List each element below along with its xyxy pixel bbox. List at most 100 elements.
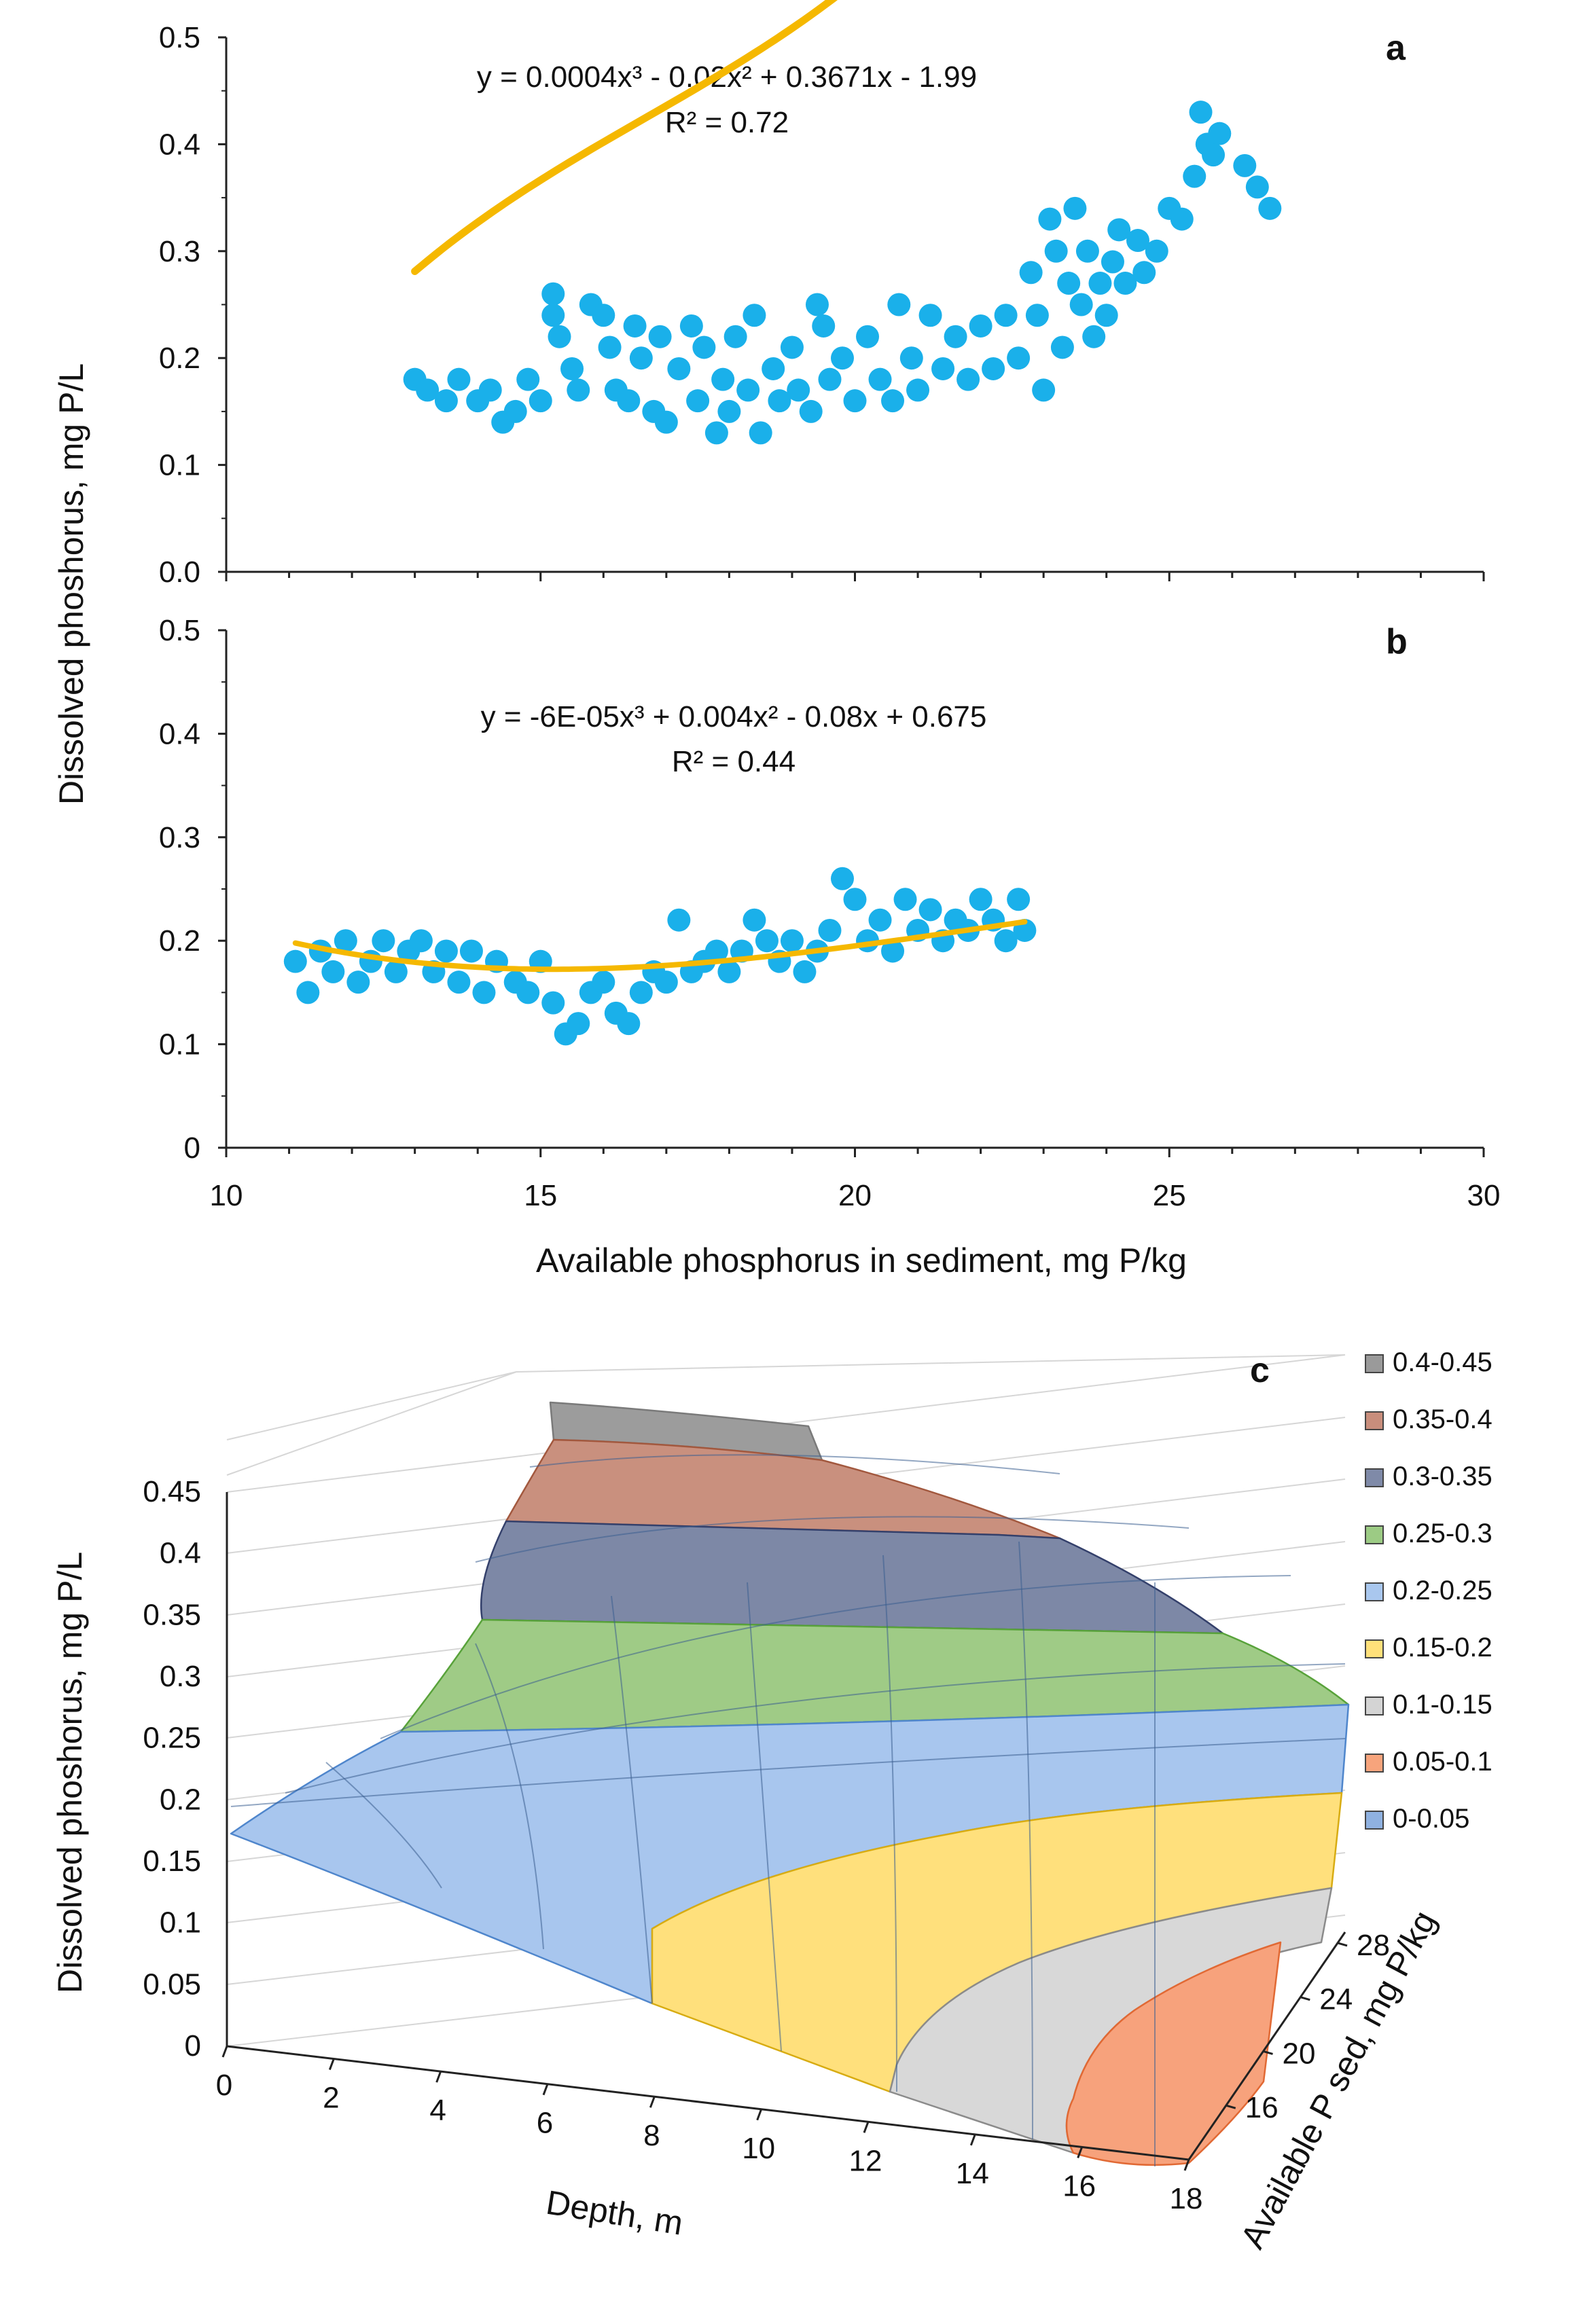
panel-a-label: a: [1386, 29, 1406, 68]
panel-a-point: [1113, 272, 1137, 295]
legend-label: 0.15-0.2: [1393, 1633, 1492, 1663]
panel-a-point: [648, 325, 672, 348]
panel-b-point: [793, 960, 817, 983]
panel-c-z-tick-label: 0: [185, 2029, 201, 2063]
panel-a-point: [1101, 250, 1124, 274]
panel-c-x-tick: [863, 2121, 870, 2133]
panel-b-point: [1007, 888, 1031, 911]
panel-a-point: [686, 389, 710, 413]
panel-b-point: [704, 939, 728, 963]
surface-mesh: [230, 1454, 1346, 2166]
panel-c-y-tick: [1337, 1942, 1348, 1947]
panel-a-point: [1063, 196, 1087, 220]
panel-a-point: [787, 378, 810, 402]
panel-a-point: [1202, 143, 1226, 167]
panel-c-z-tick-label: 0.2: [160, 1783, 201, 1816]
legend-swatch: [1365, 1411, 1384, 1430]
panel-a-point: [812, 314, 836, 338]
panel-a-point: [899, 346, 923, 370]
panel-a-point: [667, 357, 691, 380]
panel-b-points: [283, 867, 1037, 1046]
panel-a-point: [843, 389, 867, 413]
panel-a-point: [1126, 229, 1149, 253]
panel-b-point: [346, 970, 370, 994]
panel-a-point: [1019, 261, 1043, 285]
panel-b-point: [868, 908, 892, 932]
legend-label: 0.2-0.25: [1393, 1576, 1492, 1605]
panel-a-point: [887, 293, 911, 316]
panel-a-y-tick-label: 0.1: [159, 449, 200, 482]
panel-c-y-tick: [1226, 2104, 1236, 2109]
panel-a-point: [1088, 272, 1112, 295]
panel-a-point: [762, 357, 785, 380]
panel-b-point: [472, 981, 496, 1004]
panel-a-point: [679, 314, 703, 338]
legend-swatch: [1365, 1639, 1384, 1658]
panel-b-point: [459, 939, 483, 963]
panel-b-y-tick-label: 0.2: [159, 924, 200, 958]
panel-c-z-tick-label: 0.25: [143, 1722, 201, 1755]
panel-b-point: [617, 1012, 641, 1036]
panel-b-x-tick-label: 20: [838, 1179, 872, 1212]
panel-b-trend-line: [292, 919, 1028, 973]
panel-a-point: [768, 389, 791, 413]
panel-a-point: [918, 304, 942, 327]
panel-b-y-tick-label: 0.5: [159, 614, 200, 647]
panel-a-point: [623, 314, 647, 338]
panel-a-point: [881, 389, 905, 413]
panel-a-point: [1258, 196, 1282, 220]
panel-c-x-tick: [1183, 2159, 1190, 2171]
panel-a-point: [743, 304, 766, 327]
panel-a-point: [447, 367, 471, 391]
legend-label: 0.4-0.45: [1393, 1347, 1492, 1377]
panel-a-point: [1233, 153, 1257, 177]
panel-a-point: [1145, 239, 1168, 263]
panel-c-x-tick-label: 4: [429, 2094, 446, 2127]
panel-c-x-tick: [221, 2046, 228, 2058]
panel-a-point: [434, 389, 458, 413]
panel-b-x-tick-label: 15: [524, 1179, 557, 1212]
panel-a-point: [416, 378, 440, 402]
panel-a-trend-line: [411, 0, 838, 275]
panel-c-surface: [230, 1401, 1350, 2166]
panel-a-point: [1050, 335, 1074, 359]
legend-swatch: [1365, 1754, 1384, 1773]
panel-b-point: [994, 929, 1018, 953]
panel-a-point: [1007, 346, 1031, 370]
panel-c-x-tick: [542, 2084, 549, 2096]
panel-a-point: [541, 282, 565, 306]
panel-a-point: [805, 293, 829, 316]
panel-a-point: [1075, 239, 1099, 263]
legend-swatch: [1365, 1696, 1384, 1715]
panel-c-x-tick: [969, 2134, 976, 2146]
panel-b: b y = -6E-05x³ + 0.004x² - 0.08x + 0.675…: [159, 614, 1501, 1212]
panel-c-y-tick: [1300, 1996, 1310, 2001]
panel-a-point: [704, 421, 728, 445]
panel-a-y-tick-label: 0.2: [159, 342, 200, 375]
panel-a-point: [1132, 261, 1156, 285]
panel-b-point: [384, 960, 408, 983]
panel-a-point: [830, 346, 854, 370]
panel-a-r2: R² = 0.72: [665, 106, 789, 139]
panel-a-point: [1170, 207, 1194, 231]
panel-b-point: [541, 991, 565, 1015]
panel-b-point: [447, 970, 471, 994]
panel-c-z-tick-label: 0.45: [143, 1475, 201, 1508]
legend-label: 0.3-0.35: [1393, 1461, 1492, 1491]
panel-c-x-tick-label: 0: [216, 2069, 232, 2102]
panel-c-y-tick-label: 20: [1283, 2037, 1316, 2070]
panel-c-z-tick-label: 0.3: [160, 1660, 201, 1693]
panel-a-point: [1107, 218, 1131, 242]
panel-a-equation: y = 0.0004x³ - 0.02x² + 0.3671x - 1.99: [477, 60, 977, 94]
panel-c-x-tick-label: 14: [956, 2157, 989, 2190]
panel-b-equation: y = -6E-05x³ + 0.004x² - 0.08x + 0.675: [481, 700, 987, 733]
panel-b-point: [743, 908, 766, 932]
panel-a-point: [692, 335, 716, 359]
panel-c-z-tick-label: 0.1: [160, 1906, 201, 1940]
panel-b-point: [283, 949, 307, 973]
panel-a-point: [944, 325, 967, 348]
panel-b-point: [893, 888, 917, 911]
panel-a-point: [957, 367, 980, 391]
legend-swatch: [1365, 1525, 1384, 1544]
panel-b-point: [918, 898, 942, 922]
